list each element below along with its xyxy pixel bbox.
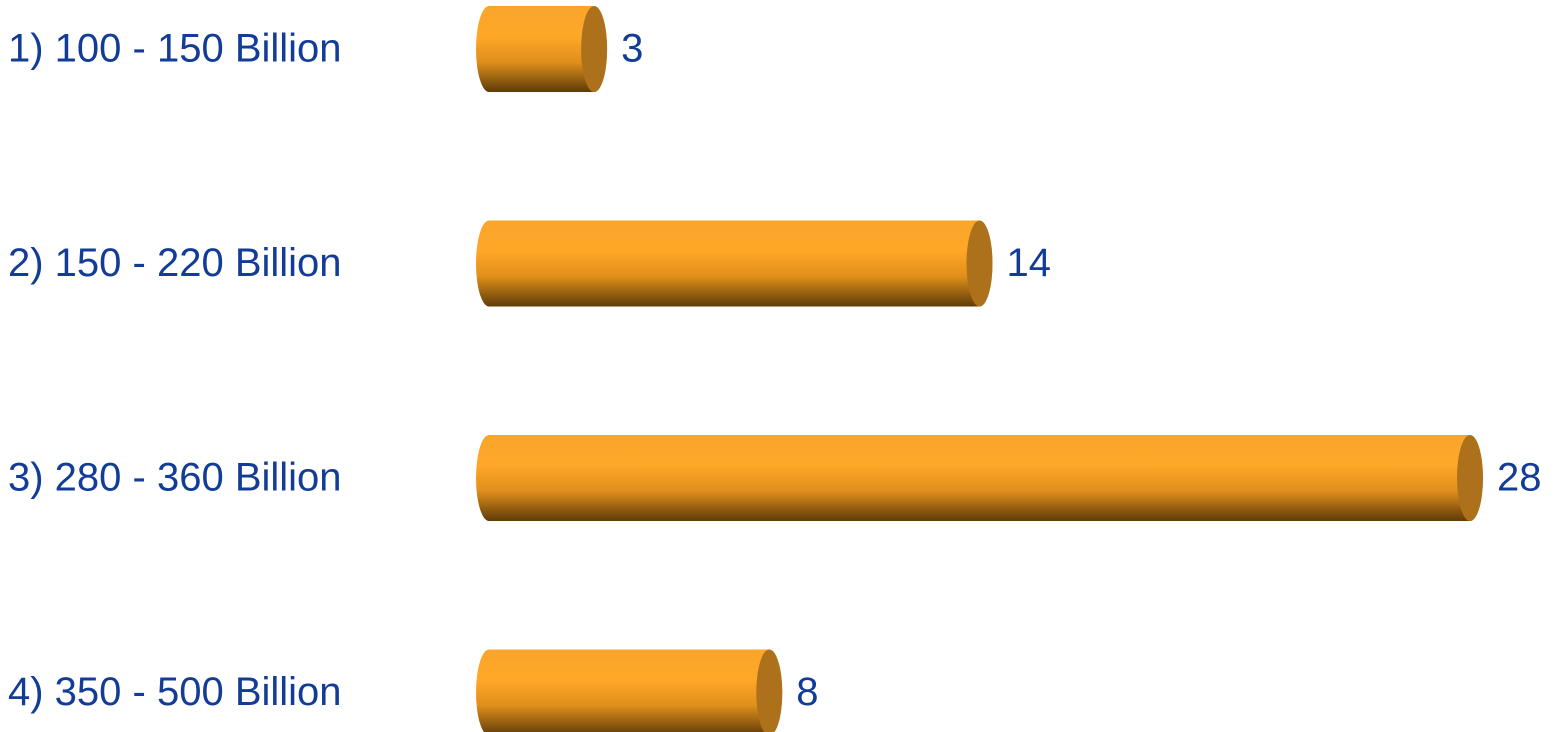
bar xyxy=(476,6,608,92)
category-label: 4) 350 - 500 Billion xyxy=(8,670,342,714)
value-label: 14 xyxy=(1007,241,1052,285)
bar-cap xyxy=(581,6,608,92)
bar xyxy=(476,435,1483,521)
value-label: 28 xyxy=(1497,456,1542,500)
bar xyxy=(476,220,993,307)
category-label: 2) 150 - 220 Billion xyxy=(8,241,342,285)
bar xyxy=(476,649,783,732)
bar-cap xyxy=(1457,435,1483,521)
bar-cap xyxy=(756,649,783,732)
bar-cap xyxy=(966,220,993,307)
category-label: 3) 280 - 360 Billion xyxy=(8,456,342,500)
value-label: 8 xyxy=(796,670,818,714)
category-label: 1) 100 - 150 Billion xyxy=(8,27,342,71)
value-label: 3 xyxy=(621,27,643,71)
